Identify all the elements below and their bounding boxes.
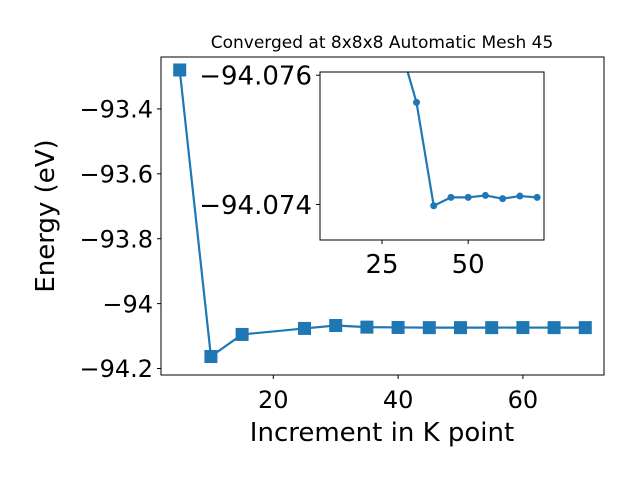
main-x-tick-label: 40 (383, 386, 414, 414)
inset-data-point (533, 193, 541, 201)
main-x-tick-label: 20 (258, 386, 289, 414)
main-plot-frame (160, 56, 605, 376)
main-data-point (235, 327, 249, 341)
inset-y-tick-label: −94.076 (199, 62, 312, 92)
inset-frame (319, 71, 545, 241)
main-data-point (578, 321, 592, 335)
main-data-point (391, 320, 405, 334)
inset-data-point (430, 202, 438, 210)
inset-data-point (499, 195, 507, 203)
main-data-point (547, 321, 561, 335)
chart-title: Converged at 8x8x8 Automatic Mesh 45 (211, 33, 554, 53)
inset-plot-series (406, 72, 541, 210)
inset-data-point (412, 98, 420, 106)
main-y-tick-label: −93.6 (79, 160, 153, 188)
y-axis-label: Energy (eV) (31, 139, 61, 292)
main-data-point (485, 321, 499, 335)
main-y-tick-label: −93.8 (79, 225, 153, 253)
main-data-point (422, 321, 436, 335)
inset-data-point (447, 193, 455, 201)
main-data-point (516, 321, 530, 335)
inset-data-point (481, 191, 489, 199)
main-plot-series (173, 63, 592, 364)
x-axis-label: Increment in K point (250, 418, 514, 448)
main-y-tick-label: −93.4 (79, 96, 153, 124)
main-data-point (298, 321, 312, 335)
inset-data-point (516, 192, 524, 200)
main-data-point (329, 319, 343, 333)
main-axis-ticks: 20 40 60 −93.4 −93.6 −93.8 −94 −94.2 (79, 96, 538, 414)
main-data-point (453, 321, 467, 335)
inset-axis-ticks: 25 50 −94.076 −94.074 (199, 62, 484, 280)
inset-x-tick-label: 50 (452, 250, 485, 280)
main-data-point (360, 320, 374, 334)
inset-x-tick-label: 25 (365, 250, 398, 280)
inset-background (320, 72, 544, 240)
inset-y-tick-label: −94.074 (199, 191, 312, 221)
main-x-tick-label: 60 (508, 386, 539, 414)
main-data-point (173, 63, 187, 77)
main-y-tick-label: −94.2 (79, 355, 153, 383)
main-y-tick-label: −94 (102, 290, 153, 318)
main-data-point (204, 350, 218, 364)
inset-data-point (464, 193, 472, 201)
